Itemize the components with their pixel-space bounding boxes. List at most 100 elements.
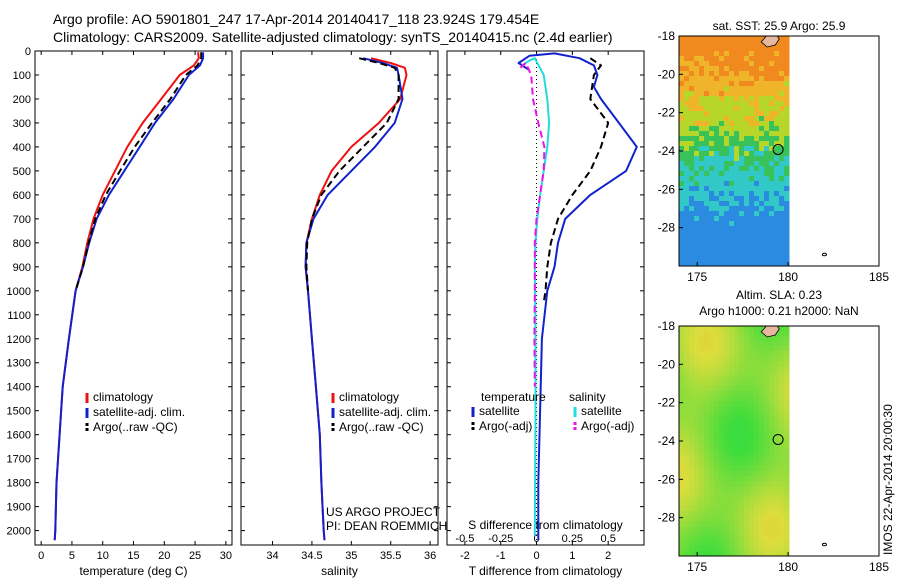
map-cell — [759, 61, 765, 67]
map-cell — [709, 261, 715, 267]
map-cell — [759, 151, 765, 157]
map-cell — [744, 156, 750, 162]
header-line-2: Climatology: CARS2009. Satellite-adjuste… — [53, 29, 613, 45]
map-cell — [784, 36, 790, 42]
map-cell — [739, 491, 745, 497]
map-cell — [734, 326, 740, 332]
map-cell — [724, 356, 730, 362]
map-cell — [699, 426, 705, 432]
map-cell — [769, 446, 775, 452]
map-cell — [684, 511, 690, 517]
credit-imos: IMOS 22-Apr-2014 20:00:30 — [881, 404, 895, 555]
map-cell — [739, 411, 745, 417]
map-cell — [779, 361, 785, 367]
map-cell — [694, 56, 700, 62]
y-tick-label: 1800 — [7, 478, 31, 490]
map-cell — [714, 426, 720, 432]
map-cell — [764, 451, 770, 457]
map-cell — [709, 181, 715, 187]
map-cell — [709, 466, 715, 472]
map-cell — [724, 426, 730, 432]
map-cell — [699, 406, 705, 412]
map-cell — [714, 506, 720, 512]
map-cell — [749, 226, 755, 232]
map-cell — [744, 496, 750, 502]
map-cell — [754, 426, 760, 432]
map-cell — [684, 46, 690, 52]
map-cell — [724, 331, 730, 337]
map-cell — [709, 496, 715, 502]
map-cell — [714, 546, 720, 552]
map-cell — [719, 386, 725, 392]
map-cell — [689, 121, 695, 127]
map-cell — [749, 351, 755, 357]
map-cell — [769, 226, 775, 232]
map-cell — [729, 386, 735, 392]
map-cell — [689, 371, 695, 377]
map-cell — [714, 446, 720, 452]
map-cell — [729, 206, 735, 212]
map-cell — [749, 471, 755, 477]
map-cell — [714, 131, 720, 137]
map-cell — [704, 146, 710, 152]
map-cell — [679, 331, 685, 337]
map-cell — [729, 406, 735, 412]
map-cell — [784, 471, 790, 477]
map-cell — [779, 116, 785, 122]
map-cell — [749, 426, 755, 432]
map-cell — [679, 491, 685, 497]
map-cell — [769, 121, 775, 127]
x-tick-label: 36 — [424, 550, 436, 562]
map-cell — [759, 451, 765, 457]
map-title: sat. SST: 25.9 Argo: 25.9 — [713, 19, 846, 33]
x-tick-label: 175 — [687, 560, 707, 574]
map-cell — [764, 441, 770, 447]
map-cell — [704, 126, 710, 132]
map-cell — [779, 226, 785, 232]
map-cell — [759, 76, 765, 82]
map-cell — [774, 501, 780, 507]
map-cell — [734, 226, 740, 232]
map-cell — [724, 431, 730, 437]
map-cell — [699, 471, 705, 477]
map-cell — [774, 156, 780, 162]
map-cell — [774, 441, 780, 447]
map-cell — [699, 411, 705, 417]
map-cell — [744, 161, 750, 167]
map-cell — [734, 196, 740, 202]
map-cell — [694, 376, 700, 382]
map-cell — [764, 146, 770, 152]
map-cell — [704, 401, 710, 407]
map-cell — [739, 71, 745, 77]
map-cell — [679, 451, 685, 457]
map-cell — [774, 51, 780, 57]
map-cell — [684, 261, 690, 267]
map-cell — [769, 391, 775, 397]
map-cell — [679, 341, 685, 347]
map-cell — [734, 231, 740, 237]
map-cell — [689, 221, 695, 227]
map-cell — [724, 371, 730, 377]
map-cell — [694, 161, 700, 167]
map-cell — [779, 236, 785, 242]
map-cell — [769, 191, 775, 197]
map-cell — [689, 106, 695, 112]
map-cell — [684, 161, 690, 167]
map-cell — [739, 451, 745, 457]
map-cell — [769, 221, 775, 227]
map-cell — [709, 431, 715, 437]
map-cell — [729, 96, 735, 102]
map-cell — [709, 336, 715, 342]
map-cell — [769, 61, 775, 67]
map-cell — [724, 191, 730, 197]
map-cell — [729, 336, 735, 342]
map-cell — [779, 96, 785, 102]
map-cell — [704, 66, 710, 72]
map-cell — [774, 166, 780, 172]
map-cell — [754, 531, 760, 537]
map-cell — [759, 471, 765, 477]
map-cell — [714, 461, 720, 467]
map-cell — [779, 36, 785, 42]
map-cell — [679, 76, 685, 82]
legend-label: climatology — [339, 390, 399, 404]
